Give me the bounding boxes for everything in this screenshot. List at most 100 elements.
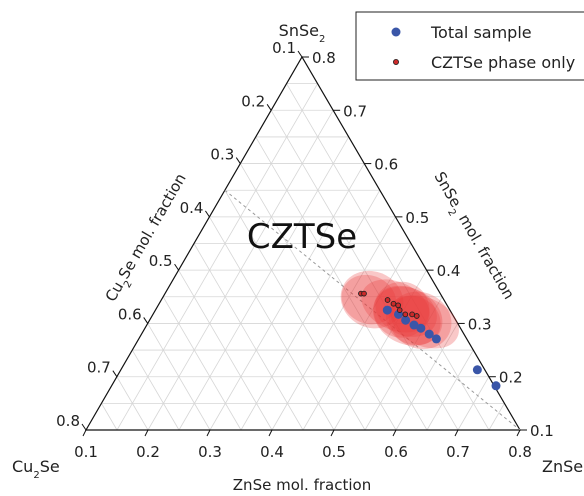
- left-tick-mark: [235, 157, 241, 164]
- vertex-right-label: ZnSe: [542, 457, 583, 476]
- cztse-phase-point: [396, 307, 403, 313]
- cztse-phase-point: [413, 313, 420, 319]
- total-sample-point: [401, 315, 411, 325]
- bottom-tick-mark: [82, 429, 87, 437]
- legend: Total sample CZTSe phase only: [355, 11, 584, 81]
- legend-box: [355, 11, 584, 81]
- bottom-tick-mark: [268, 429, 273, 437]
- right-tick-label: 0.5: [405, 209, 429, 227]
- left-tick-label: 0.4: [180, 199, 204, 217]
- grid-line: [271, 216, 396, 431]
- grid-line: [224, 190, 366, 431]
- left-tick-mark: [81, 423, 87, 431]
- grid-line: [488, 403, 505, 431]
- left-axis-label: Cu2Se mol. fraction: [102, 170, 194, 307]
- total-sample-point: [424, 329, 434, 339]
- left-tick-label: 0.2: [241, 92, 265, 110]
- bottom-tick-label: 0.1: [74, 443, 98, 461]
- grid-line: [426, 349, 474, 431]
- total-sample-point: [382, 305, 392, 315]
- right-tick-label: 0.2: [499, 369, 523, 387]
- right-tick-label: 0.3: [468, 315, 492, 333]
- bottom-tick-mark: [392, 429, 397, 437]
- grid-line: [209, 216, 335, 431]
- uncertainty-ellipse: [373, 286, 443, 346]
- left-tick-mark: [143, 317, 149, 324]
- uncertainty-ellipse: [341, 274, 397, 325]
- total-sample-points: [382, 305, 501, 391]
- bottom-tick-mark: [516, 429, 521, 437]
- bottom-tick-label: 0.3: [198, 443, 222, 461]
- total-sample-point: [491, 381, 501, 391]
- cztse-phase-point: [395, 302, 401, 309]
- uncertainty-ellipse: [390, 295, 459, 349]
- left-tick-mark: [112, 370, 118, 377]
- total-sample-point: [472, 365, 482, 375]
- legend-label-phase: CZTSe phase only: [431, 53, 575, 72]
- grid-line: [240, 190, 381, 431]
- vertex-left-label: Cu2Se: [12, 457, 60, 481]
- grid-line: [178, 269, 273, 431]
- bottom-tick-mark: [454, 429, 459, 437]
- grid-line: [101, 403, 118, 431]
- ternary-frame: [84, 55, 522, 431]
- bottom-tick-label: 0.5: [322, 443, 346, 461]
- ternary-grid: [101, 83, 505, 431]
- grid-line: [333, 269, 427, 431]
- left-tick-mark: [266, 104, 272, 111]
- left-tick-label: 0.3: [210, 146, 234, 164]
- bottom-tick-label: 0.4: [260, 443, 284, 461]
- cztse-phase-points: [358, 290, 420, 319]
- cztse-phase-point: [361, 290, 367, 297]
- grid-line: [178, 136, 350, 431]
- grid-line: [457, 376, 490, 431]
- legend-marker-total: [391, 27, 401, 37]
- grid-line: [193, 243, 304, 431]
- left-tick-mark: [297, 50, 303, 58]
- legend-marker-phase: [392, 59, 399, 66]
- left-tick-label: 0.6: [118, 305, 142, 323]
- grid-line: [131, 349, 180, 431]
- grid-line: [364, 296, 443, 431]
- total-sample-point: [416, 323, 426, 333]
- right-tick-label: 0.6: [374, 156, 398, 174]
- region-label: CZTSe: [247, 217, 357, 257]
- grid-line: [147, 323, 211, 431]
- grid-line: [116, 376, 149, 431]
- cztse-phase-point: [409, 311, 415, 318]
- bottom-tick-mark: [144, 429, 149, 437]
- total-sample-point: [409, 320, 419, 330]
- cztse-phase-point: [384, 297, 391, 303]
- right-tick-label: 0.8: [312, 49, 336, 67]
- cztse-phase-point: [402, 311, 409, 318]
- bottom-axis-label: ZnSe mol. fraction: [233, 476, 371, 494]
- vertex-top-label: SnSe2: [279, 21, 326, 45]
- bottom-tick-label: 0.7: [446, 443, 470, 461]
- cztse-phase-point: [390, 300, 397, 307]
- right-axis-label: SnSe2 mol. fraction: [427, 169, 519, 305]
- bottom-tick-label: 0.8: [508, 443, 532, 461]
- left-tick-mark: [174, 263, 179, 271]
- grid-line: [395, 323, 459, 431]
- grid-line: [286, 83, 490, 431]
- legend-label-total: Total sample: [430, 23, 532, 42]
- right-tick-label: 0.1: [530, 422, 554, 440]
- bottom-tick-label: 0.2: [136, 443, 160, 461]
- right-tick-label: 0.7: [343, 102, 367, 120]
- left-tick-label: 0.7: [87, 359, 111, 377]
- left-tick-mark: [205, 210, 210, 218]
- grid-line: [255, 136, 428, 431]
- left-tick-label: 0.1: [272, 39, 296, 57]
- left-tick-label: 0.5: [149, 252, 173, 270]
- grid-line: [162, 296, 242, 431]
- tick-labels: 0.1 0.2 0.3 0.4 0.5 0.6 0.7 0.8 0.1 0.2 0.3 0.4 0.5 0…: [56, 39, 554, 461]
- bottom-tick-mark: [206, 429, 211, 437]
- bottom-tick-mark: [330, 429, 335, 437]
- right-tick-label: 0.4: [437, 262, 461, 280]
- bottom-tick-label: 0.6: [384, 443, 408, 461]
- grid-line: [302, 243, 412, 431]
- grid-line: [116, 83, 318, 431]
- left-tick-label: 0.8: [56, 412, 80, 430]
- total-sample-point: [431, 334, 441, 344]
